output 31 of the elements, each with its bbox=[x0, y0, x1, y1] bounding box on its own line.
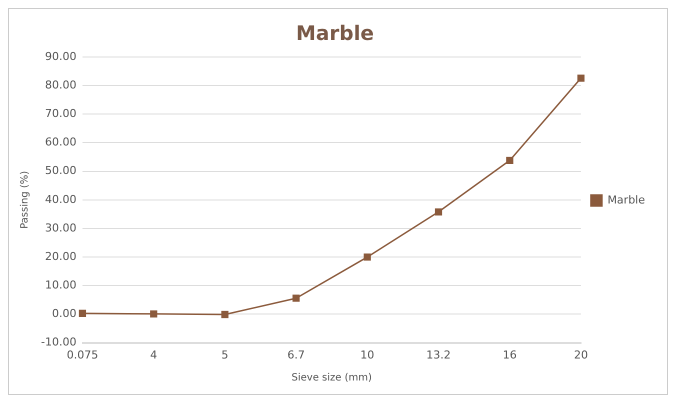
y-tick-label: 0.00 bbox=[52, 307, 76, 320]
y-tick-label: 60.00 bbox=[44, 136, 76, 149]
legend-label: Marble bbox=[607, 193, 646, 206]
x-tick-label: 6.7 bbox=[287, 348, 305, 362]
y-tick-label: 50.00 bbox=[44, 164, 76, 178]
x-tick-label: 16 bbox=[502, 348, 517, 362]
point bbox=[292, 294, 300, 302]
chart-title: Marble bbox=[296, 21, 374, 46]
point bbox=[150, 310, 158, 318]
point bbox=[434, 208, 442, 216]
y-tick-label: 20.00 bbox=[44, 250, 76, 263]
y-axis-title: Passing (%) bbox=[20, 170, 31, 229]
x-tick-label: 13.2 bbox=[426, 348, 451, 362]
point bbox=[221, 310, 228, 318]
point bbox=[506, 156, 514, 164]
point bbox=[577, 74, 585, 82]
y-tick-label: 80.00 bbox=[44, 78, 76, 92]
x-tick-label: 5 bbox=[221, 348, 228, 362]
x-axis-title: Sieve size (mm) bbox=[292, 372, 372, 384]
point bbox=[78, 310, 86, 317]
y-tick-label: 30.00 bbox=[44, 221, 76, 234]
y-tick-label: 70.00 bbox=[44, 107, 76, 120]
x-tick-label: 10 bbox=[360, 348, 374, 362]
x-tick-label: 4 bbox=[150, 348, 158, 362]
y-tick-label: 10.00 bbox=[44, 278, 76, 292]
y-tick-label: 40.00 bbox=[44, 192, 76, 206]
y-tick-label: -10.00 bbox=[40, 336, 76, 349]
y-tick-label: 90.00 bbox=[44, 50, 76, 63]
x-tick-label: 0.075 bbox=[66, 348, 98, 362]
point bbox=[364, 253, 371, 261]
x-tick-label: 20 bbox=[574, 348, 588, 362]
